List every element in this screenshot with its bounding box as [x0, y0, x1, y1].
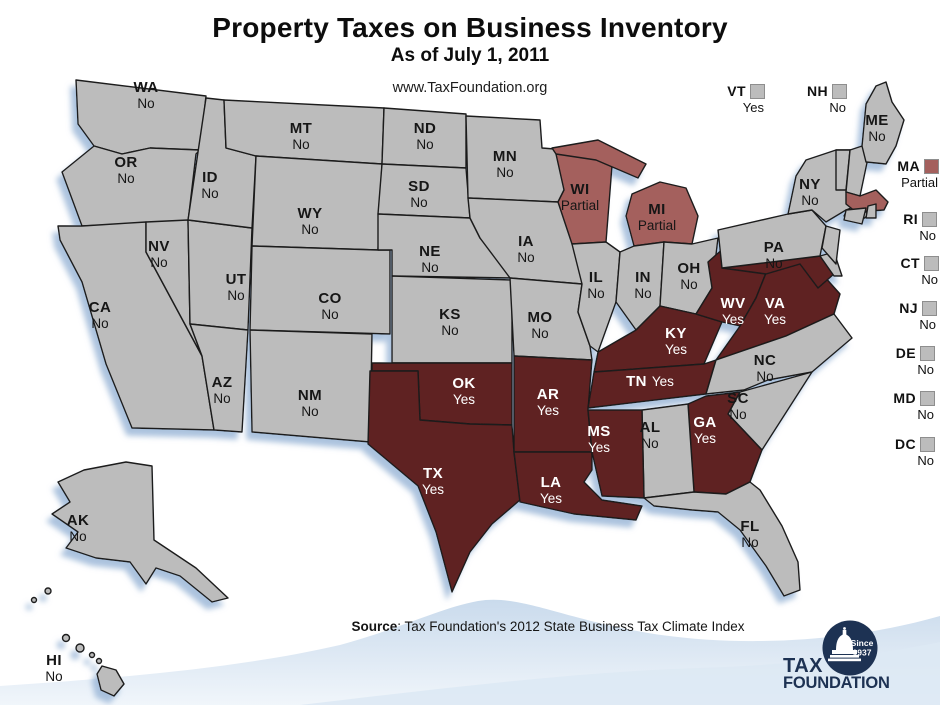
callout-value: No	[917, 453, 934, 468]
state-shape-AK	[51, 461, 229, 603]
callout-abbr: MD	[893, 390, 916, 406]
state-shape-NJ	[821, 225, 841, 265]
state-shape-AZ	[189, 323, 249, 433]
state-shape-LA	[513, 451, 643, 521]
state-shape-HI-big-island	[96, 665, 125, 697]
hawaii-island	[61, 633, 71, 643]
source-line: Source: Tax Foundation's 2012 State Busi…	[351, 619, 744, 634]
callout-abbr: NH	[806, 83, 828, 99]
callout-abbr: NJ	[899, 300, 918, 316]
badge-year: 1937	[853, 648, 872, 658]
callout-color-square	[922, 211, 937, 227]
callout-abbr: DE	[895, 345, 916, 361]
callout-VT: VT Yes	[715, 83, 765, 115]
callout-abbr: MA	[897, 158, 920, 174]
callout-value: No	[917, 362, 934, 377]
aleutian-island	[30, 596, 38, 604]
callout-NH: NH No	[797, 83, 847, 115]
callout-DC: DC No	[885, 436, 935, 468]
hawaii-island	[75, 643, 85, 653]
callout-value: No	[829, 100, 846, 115]
callout-color-square	[924, 255, 939, 271]
page-title: Property Taxes on Business Inventory	[212, 12, 728, 43]
callout-abbr: RI	[903, 211, 918, 227]
badge-since: Since	[851, 638, 874, 648]
logo-text-tax: TAX	[783, 655, 824, 677]
state-shape-MA	[845, 189, 889, 213]
callout-DE: DE No	[885, 345, 935, 377]
callout-color-square	[920, 436, 935, 452]
callout-CT: CT No	[889, 255, 939, 287]
hawaii-island	[95, 657, 103, 665]
capitol-icon	[828, 627, 861, 662]
callout-NJ: NJ No	[887, 300, 937, 332]
callout-value: Partial	[901, 175, 938, 190]
callout-color-square	[920, 390, 935, 406]
callout-abbr: VT	[727, 83, 746, 99]
state-shape-CT	[843, 207, 867, 225]
callout-value: No	[919, 228, 936, 243]
callout-color-square	[750, 83, 765, 99]
callout-color-square	[922, 300, 937, 316]
callout-color-square	[920, 345, 935, 361]
state-shape-MS	[587, 409, 645, 499]
state-shape-TX	[367, 370, 521, 593]
logo-badge: Since 1937	[822, 620, 878, 676]
callout-value: Yes	[742, 100, 764, 115]
state-shape-MI-UP	[551, 139, 647, 179]
callout-MD: MD No	[885, 390, 935, 422]
hawaii-island	[88, 651, 96, 659]
state-shape-FL	[643, 481, 801, 597]
state-shape-CO	[249, 245, 391, 335]
callout-RI: RI No	[887, 211, 937, 243]
callout-value: No	[921, 272, 938, 287]
wave-shape	[300, 642, 940, 705]
state-shape-RI	[865, 203, 877, 219]
callout-color-square	[924, 158, 939, 174]
aleutian-island	[44, 587, 52, 595]
logo-text-foundation: FOUNDATION	[783, 674, 890, 692]
source-text: : Tax Foundation's 2012 State Business T…	[397, 619, 745, 634]
source-label: Source	[351, 619, 398, 634]
callout-MA: MA Partial	[889, 158, 939, 190]
callout-abbr: DC	[894, 436, 916, 452]
callout-value: No	[919, 317, 936, 332]
callout-color-square	[832, 83, 847, 99]
header: Property Taxes on Business Inventory As …	[0, 0, 940, 96]
state-shape-NH	[845, 145, 869, 197]
subtitle: As of July 1, 2011	[390, 45, 550, 66]
state-shape-OR	[61, 145, 201, 227]
website-text: www.TaxFoundation.org	[392, 80, 548, 96]
callout-value: No	[917, 407, 934, 422]
state-shape-ME	[861, 81, 905, 165]
callout-abbr: CT	[900, 255, 920, 271]
